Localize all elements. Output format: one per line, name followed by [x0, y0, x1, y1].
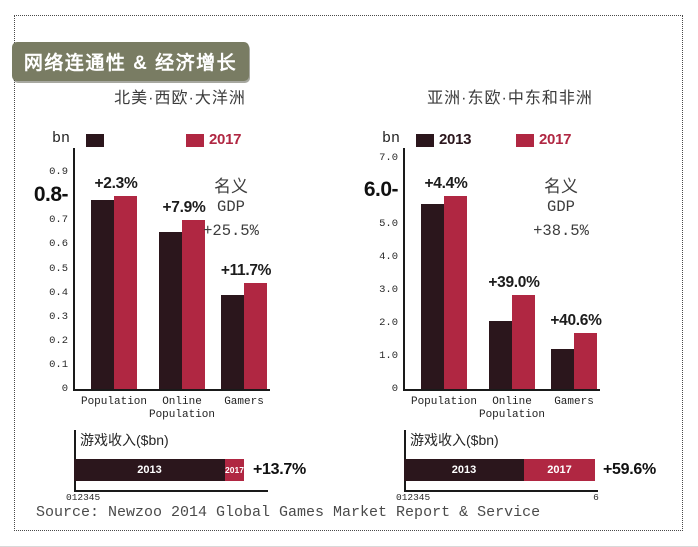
growth-label: +4.4%	[424, 175, 468, 192]
bar-2013-2	[551, 349, 574, 389]
y-tick-label: 0	[391, 383, 398, 395]
x-axis-line	[403, 389, 600, 391]
legend-label-2013: 2013	[439, 131, 472, 148]
legend-swatch-2017	[516, 134, 534, 147]
y-tick-label: 0	[61, 383, 68, 395]
revenue-bar-2017: 2017	[524, 459, 595, 481]
y-axis-unit: bn	[52, 130, 71, 147]
y-tick-label: 0.9	[49, 166, 68, 178]
y-tick-label: 0.7	[49, 214, 68, 226]
y-tick-label: 4.0	[379, 251, 398, 263]
growth-label: +7.9%	[162, 199, 206, 216]
gdp-annotation-line: GDP	[547, 198, 575, 216]
revenue-title: 游戏收入($bn)	[410, 432, 499, 448]
growth-label: +39.0%	[488, 274, 540, 291]
category-label: Population	[410, 396, 477, 408]
y-tick-label: 5.0	[379, 218, 398, 230]
growth-label: +40.6%	[550, 312, 602, 329]
bar-2017-2	[574, 333, 597, 389]
revenue-x-axis-line	[74, 490, 268, 492]
y-axis-unit: bn	[382, 130, 401, 147]
legend-swatch-2013	[416, 134, 434, 147]
gdp-annotation-line: 名义	[544, 177, 578, 196]
bar-2013-1	[489, 321, 512, 389]
bar-2013-2	[221, 295, 244, 389]
legend-label-2017: 2017	[539, 131, 572, 148]
bar-2013-1	[159, 232, 182, 389]
y-tick-label: 0.5	[49, 263, 68, 275]
region-title: 亚洲·东欧·中东和非洲	[427, 90, 593, 107]
revenue-x-tick-left: 012345	[66, 492, 101, 503]
x-axis-line	[73, 389, 270, 391]
category-label: Gamers	[554, 396, 594, 408]
y-tick-label: 0.1	[49, 359, 68, 371]
y-highlight-label: 6.0-	[363, 178, 399, 201]
bar-2017-0	[444, 196, 467, 389]
gdp-annotation-line: +38.5%	[533, 222, 589, 240]
revenue-bar-2013: 2013	[74, 459, 225, 481]
y-tick-label: 0.6	[49, 238, 68, 250]
category-label: Online Population	[148, 396, 215, 421]
bar-2017-0	[114, 196, 137, 389]
gdp-annotation-line: +25.5%	[203, 222, 259, 240]
bar-2017-1	[182, 220, 205, 389]
y-tick-label: 0.2	[49, 335, 68, 347]
revenue-title: 游戏收入($bn)	[80, 432, 169, 448]
y-tick-label: 7.0	[379, 152, 398, 164]
category-label: Population	[80, 396, 147, 408]
y-axis-line	[403, 148, 405, 391]
y-tick-label: 1.0	[379, 350, 398, 362]
y-axis-line	[73, 148, 75, 391]
bar-2013-0	[91, 200, 114, 389]
gdp-annotation-line: GDP	[217, 198, 245, 216]
y-tick-label: 3.0	[379, 284, 398, 296]
growth-label: +2.3%	[94, 175, 138, 192]
source-note: Source: Newzoo 2014 Global Games Market …	[36, 504, 541, 521]
slide-title-badge: 网络连通性 & 经济增长	[12, 42, 249, 81]
gdp-annotation-line: 名义	[214, 177, 248, 196]
category-label: Gamers	[224, 396, 264, 408]
revenue-x-tick-left: 012345	[396, 492, 431, 503]
legend-label-2017: 2017	[209, 131, 242, 148]
bar-2017-2	[244, 283, 267, 389]
growth-label: +11.7%	[220, 262, 272, 279]
revenue-x-tick-right: 6	[593, 492, 599, 503]
chart-panel-west: 北美·西欧·大洋洲 bn 2017 0.9 0.7 0.6 0.5 0.4 0.3 0.2 0.1 0…	[20, 90, 340, 522]
bar-2013-0	[421, 204, 444, 389]
legend-swatch-2017	[186, 134, 204, 147]
y-highlight-label: 0.8-	[33, 183, 69, 206]
y-tick-label: 0.4	[49, 287, 68, 299]
y-tick-label: 2.0	[379, 317, 398, 329]
region-title: 北美·西欧·大洋洲	[114, 90, 246, 107]
revenue-bar-2017: 2017	[225, 459, 244, 481]
revenue-growth-label: +13.7%	[253, 461, 306, 478]
bar-2017-1	[512, 295, 535, 389]
legend-swatch-2013	[86, 134, 104, 147]
revenue-x-axis-line	[404, 490, 598, 492]
y-tick-label: 0.3	[49, 311, 68, 323]
category-label: Online Population	[478, 396, 545, 421]
chart-panel-east: 亚洲·东欧·中东和非洲 bn 2013 2017 7.0 5.0 4.0 3.0 2.0 1.0 0…	[350, 90, 670, 522]
revenue-bar-2013: 2013	[404, 459, 524, 481]
revenue-growth-label: +59.6%	[603, 461, 656, 478]
